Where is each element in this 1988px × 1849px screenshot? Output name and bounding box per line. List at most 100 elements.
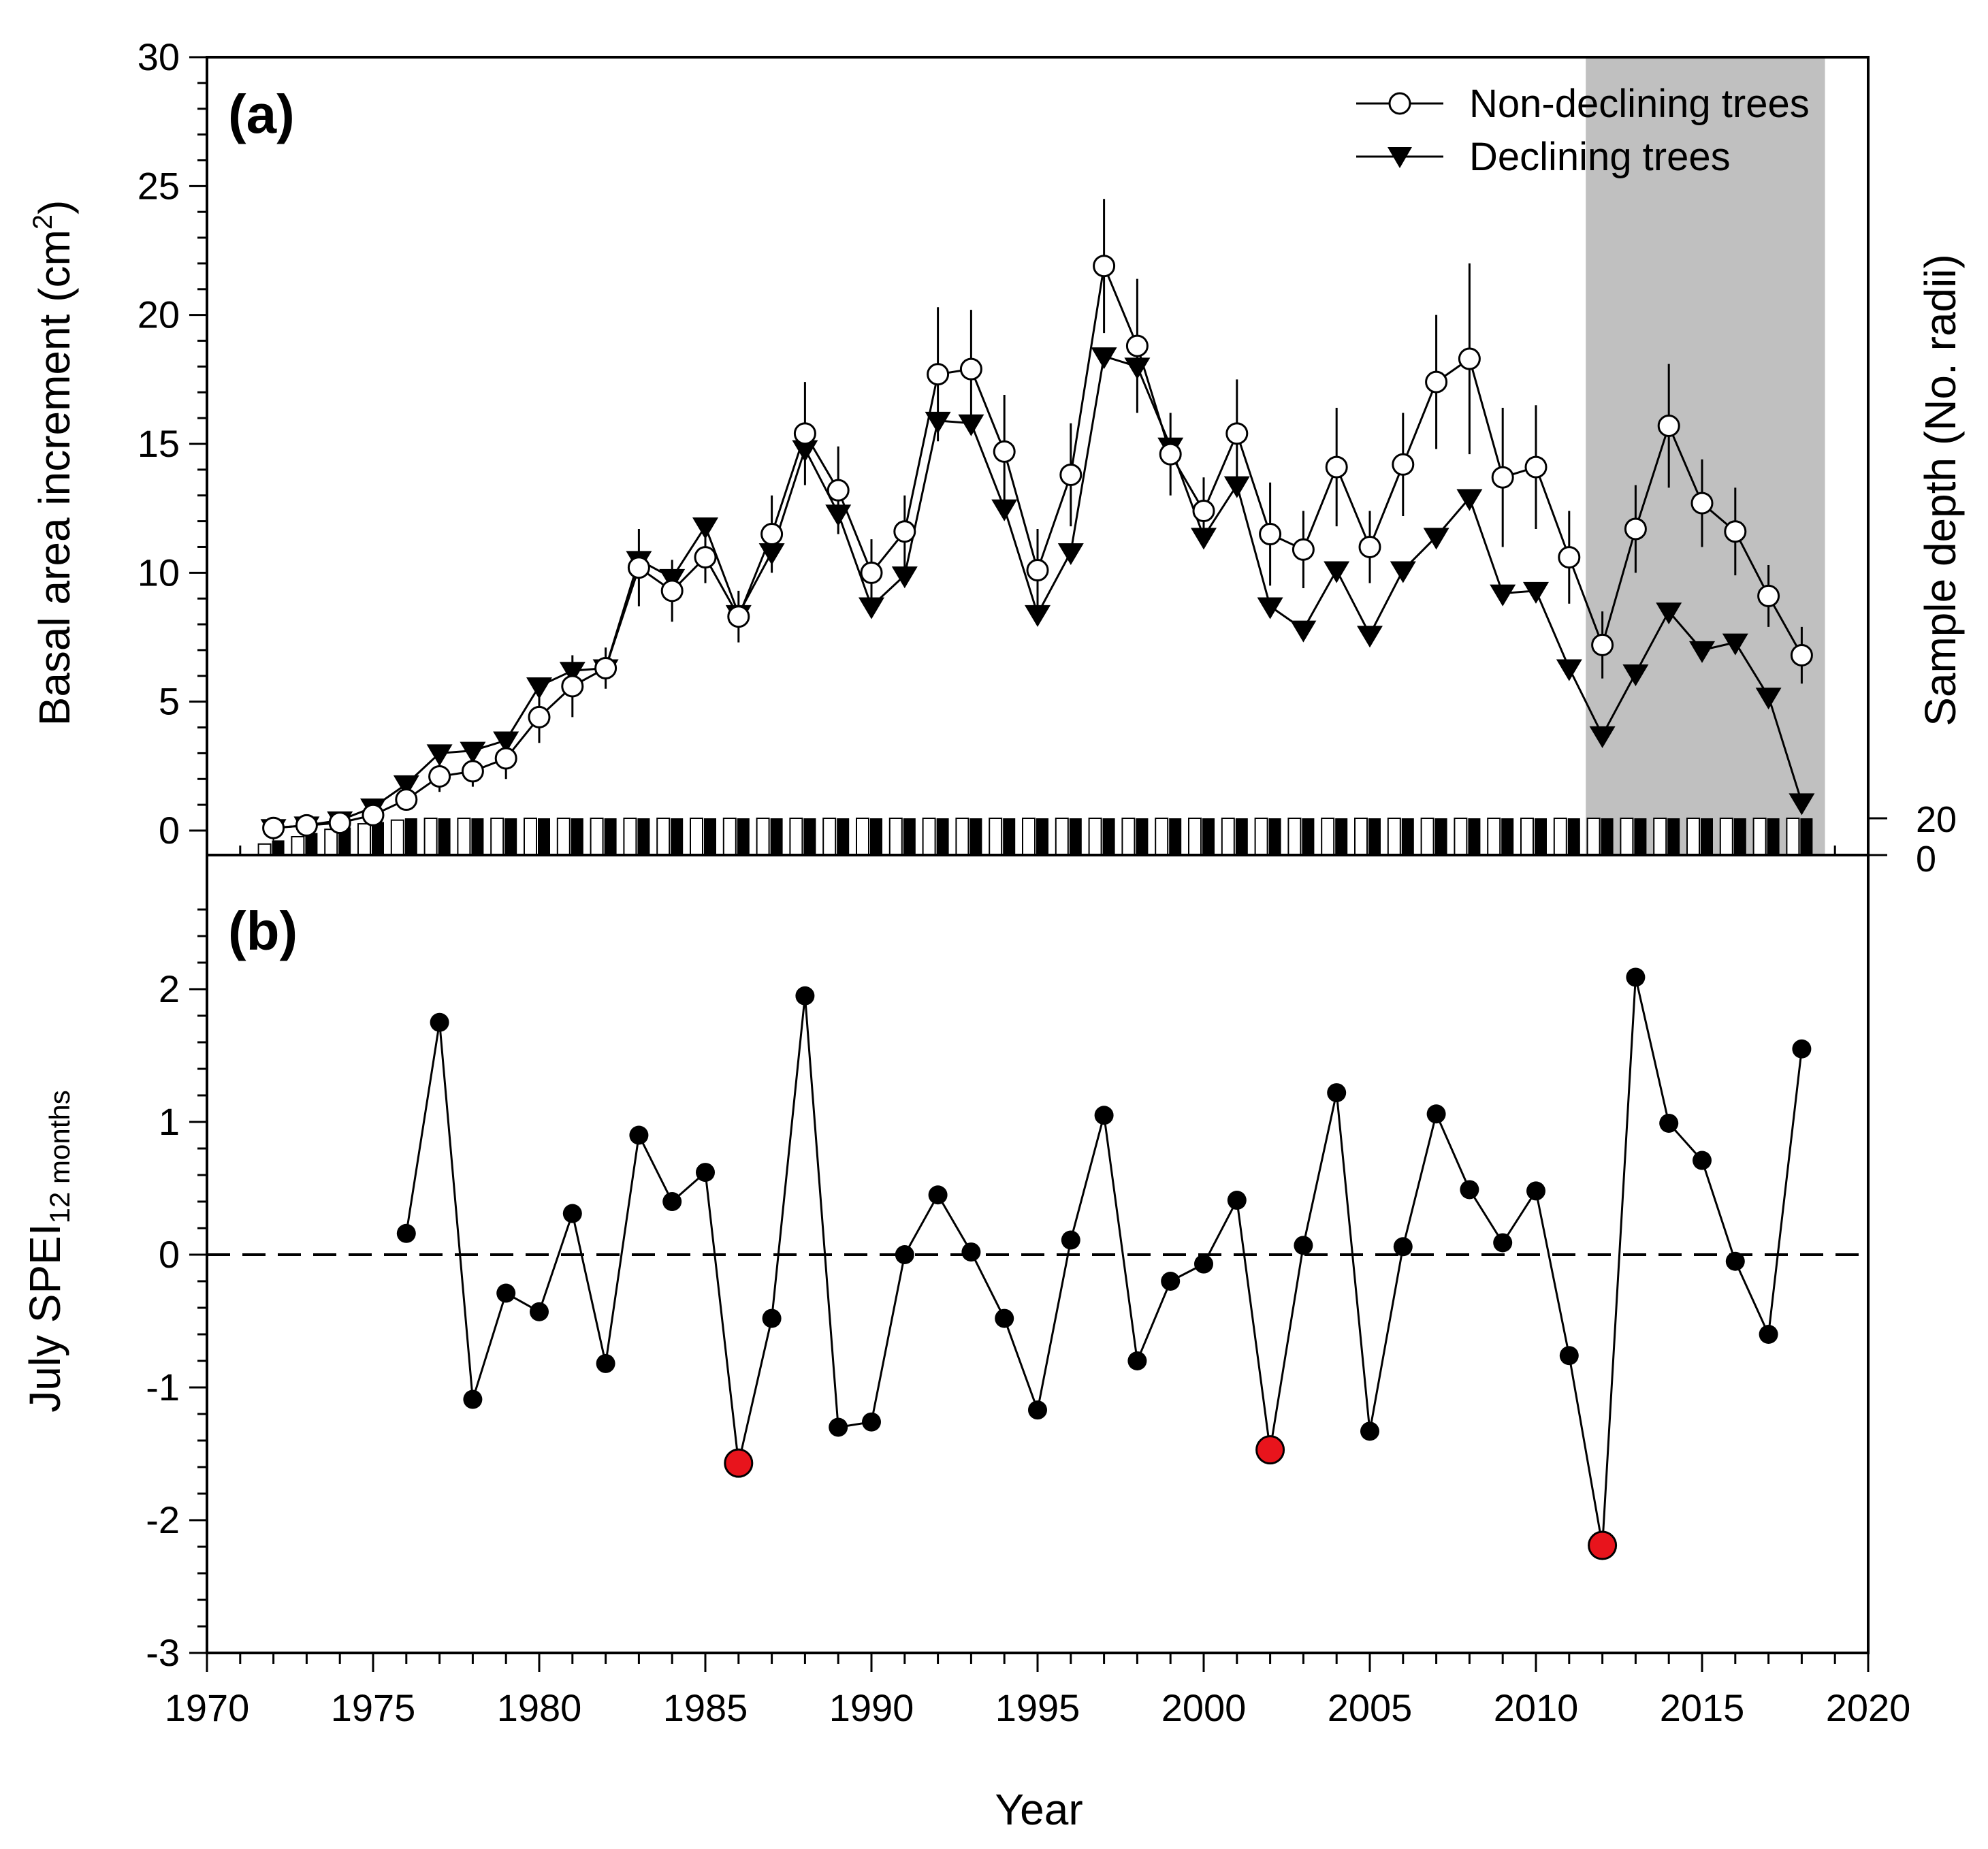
marker-non-declining — [760, 523, 784, 546]
marker-non-declining — [1325, 455, 1348, 479]
sample-depth-bar-non-declining — [1055, 818, 1069, 856]
sample-depth-bar-declining — [538, 818, 550, 855]
marker-declining — [559, 662, 586, 684]
sample-depth-bar-non-declining — [490, 818, 504, 856]
sample-depth-bar-declining — [1368, 818, 1381, 855]
sample-depth-bar-declining — [305, 833, 318, 855]
sample-depth-bar-non-declining — [257, 843, 272, 856]
marker-non-declining — [1059, 463, 1083, 486]
x-tick-label: 1975 — [331, 1686, 416, 1729]
sample-depth-bar-declining — [1136, 818, 1149, 855]
sample-depth-bar-declining — [1468, 818, 1481, 855]
sample-depth-bar-declining — [1733, 818, 1746, 855]
marker-non-declining — [1591, 633, 1614, 656]
sample-depth-bar-non-declining — [1155, 818, 1169, 856]
marker-non-declining — [927, 363, 950, 386]
x-tick-label: 1985 — [663, 1686, 748, 1729]
sample-depth-bar-non-declining — [1420, 818, 1434, 856]
sample-depth-bar-non-declining — [1719, 818, 1733, 856]
marker-non-declining — [262, 816, 285, 839]
marker-non-declining — [295, 814, 318, 837]
x-tick-label: 2000 — [1161, 1686, 1247, 1729]
y2-tick-label: 0 — [1916, 839, 1936, 880]
marker-spei — [1559, 1346, 1579, 1366]
sample-depth-bar-declining — [571, 818, 583, 855]
marker-non-declining — [494, 747, 517, 770]
sample-depth-bar-declining — [737, 818, 750, 855]
y-tick-label: 5 — [159, 680, 180, 723]
y-tick-label: -3 — [146, 1631, 180, 1674]
marker-spei — [1094, 1106, 1114, 1125]
sample-depth-bar-non-declining — [922, 818, 936, 856]
marker-non-declining — [959, 357, 982, 381]
marker-spei — [862, 1412, 881, 1432]
marker-declining — [1423, 528, 1449, 550]
panel-a-y2-axis-title: Sample depth (No. radii) — [1916, 254, 1965, 726]
panel-a-x-ticks — [206, 837, 1870, 855]
marker-spei — [530, 1302, 549, 1321]
marker-non-declining — [1292, 538, 1315, 561]
sample-depth-bar-non-declining — [1553, 818, 1567, 856]
marker-spei — [1659, 1113, 1679, 1133]
marker-declining — [1257, 597, 1283, 620]
x-tick-label: 2020 — [1826, 1686, 1911, 1729]
marker-drought-year — [1588, 1530, 1618, 1560]
sample-depth-bar-non-declining — [524, 818, 537, 856]
y2-tick-label: 20 — [1916, 799, 1957, 840]
sample-depth-bar-declining — [803, 818, 816, 855]
sample-depth-bar-declining — [1501, 818, 1514, 855]
marker-non-declining — [1192, 499, 1215, 522]
sample-depth-bar-declining — [504, 818, 517, 855]
marker-declining — [692, 517, 718, 540]
sample-depth-bar-declining — [1069, 818, 1082, 855]
marker-spei — [1360, 1421, 1379, 1441]
sample-depth-bar-declining — [1102, 818, 1115, 855]
sample-depth-bar-declining — [671, 818, 684, 855]
recent-period-shading — [1586, 57, 1825, 855]
sample-depth-bar-non-declining — [291, 836, 305, 856]
marker-spei — [562, 1204, 582, 1223]
panel-a-y-axis-title: Basal area increment (cm2) — [28, 200, 79, 726]
marker-spei — [463, 1389, 483, 1409]
marker-non-declining — [627, 556, 650, 579]
legend: Non-declining trees Declining trees — [1356, 82, 1810, 179]
sample-depth-bar-declining — [936, 818, 949, 855]
sample-depth-bar-non-declining — [1254, 818, 1268, 856]
sample-depth-bar-declining — [1003, 818, 1016, 855]
marker-declining — [758, 543, 785, 566]
sample-depth-bar-non-declining — [1387, 818, 1401, 856]
sample-depth-bar-declining — [969, 818, 982, 855]
sample-depth-bar-non-declining — [1454, 818, 1468, 856]
sample-depth-bar-non-declining — [888, 818, 903, 856]
sample-depth-bar-declining — [1567, 818, 1580, 855]
marker-drought-year — [724, 1448, 754, 1478]
marker-non-declining — [1425, 370, 1448, 393]
marker-declining — [958, 414, 984, 436]
marker-spei — [1759, 1325, 1778, 1344]
sample-depth-bar-declining — [604, 818, 617, 855]
x-axis-title: Year — [995, 1785, 1083, 1834]
y-tick-label: 0 — [159, 809, 180, 852]
sample-depth-bar-non-declining — [756, 818, 770, 856]
x-tick-label: 2010 — [1494, 1686, 1579, 1729]
marker-non-declining — [1524, 455, 1548, 479]
marker-non-declining — [1491, 466, 1514, 489]
marker-declining — [1025, 605, 1051, 627]
sample-depth-bar-declining — [1235, 818, 1248, 855]
marker-spei — [430, 1012, 449, 1032]
sample-depth-bar-declining — [837, 818, 850, 855]
sample-depth-bar-non-declining — [423, 818, 438, 856]
x-tick-label: 2015 — [1660, 1686, 1745, 1729]
sample-depth-bar-non-declining — [590, 818, 604, 856]
y-tick-label: -2 — [146, 1498, 180, 1541]
panel-a-y-axis: 0 5 10 15 20 25 30 — [138, 35, 207, 852]
y-tick-label: 25 — [138, 164, 180, 207]
marker-non-declining — [1458, 347, 1481, 370]
marker-spei — [1194, 1254, 1213, 1274]
marker-declining — [1223, 476, 1250, 498]
marker-spei — [596, 1353, 615, 1373]
marker-declining — [460, 741, 486, 764]
marker-declining — [526, 677, 552, 699]
sample-depth-bar-declining — [338, 827, 351, 855]
